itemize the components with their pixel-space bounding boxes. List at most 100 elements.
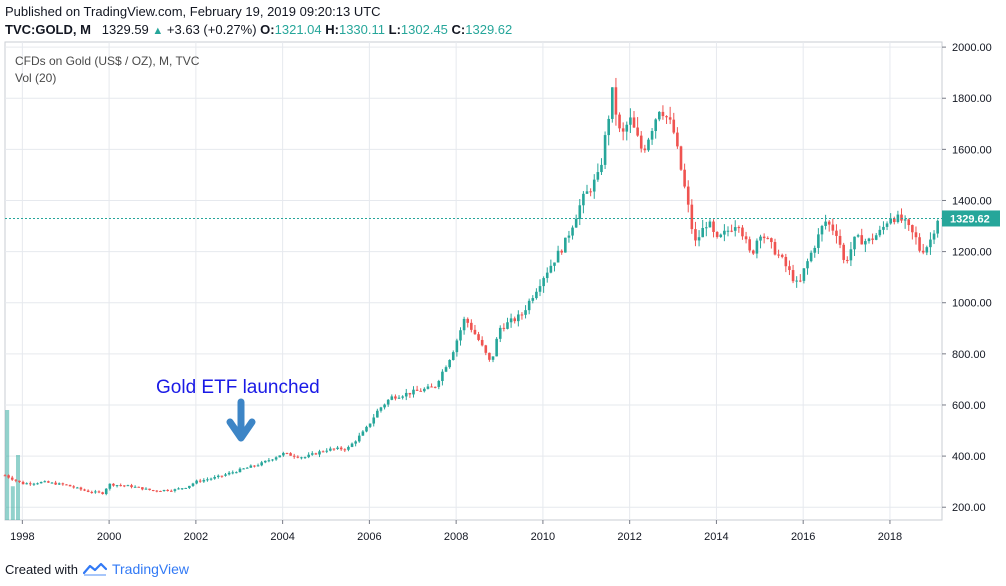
candle-body bbox=[914, 232, 918, 238]
candle-body bbox=[267, 460, 271, 462]
price-tick-label: 400.00 bbox=[952, 451, 986, 463]
time-tick-label: 2008 bbox=[444, 531, 468, 543]
candle-body bbox=[755, 240, 759, 254]
open-label: O: bbox=[260, 22, 275, 37]
candle-body bbox=[647, 139, 650, 151]
candle-body bbox=[564, 237, 567, 253]
candle-body bbox=[759, 236, 762, 241]
candle-body bbox=[473, 329, 477, 335]
candle-body bbox=[791, 270, 795, 282]
candle-body bbox=[477, 334, 480, 340]
candle-body bbox=[636, 127, 639, 136]
candle-body bbox=[470, 322, 473, 330]
candle-body bbox=[574, 218, 578, 228]
candle-body bbox=[748, 239, 751, 251]
candle-body bbox=[289, 453, 292, 456]
time-tick-label: 1998 bbox=[10, 531, 34, 543]
candle-body bbox=[191, 483, 195, 486]
candle-body bbox=[835, 230, 838, 236]
candle-body bbox=[907, 219, 911, 226]
price-tick-label: 1400.00 bbox=[952, 195, 992, 207]
candle-body bbox=[820, 225, 824, 235]
candle-body bbox=[444, 367, 448, 372]
candle-body bbox=[726, 230, 730, 232]
candle-body bbox=[524, 310, 527, 315]
candle-body bbox=[697, 237, 701, 241]
candle-body bbox=[451, 352, 455, 361]
candle-body bbox=[686, 186, 690, 205]
candle-body bbox=[668, 117, 672, 120]
candle-body bbox=[43, 481, 47, 483]
candle-body bbox=[679, 146, 683, 170]
candle-body bbox=[155, 490, 159, 492]
time-axis[interactable]: 1998 2000 2002 2004 2006 2008 2010 2012 2014 2016… bbox=[10, 520, 902, 543]
candle-body bbox=[310, 453, 314, 455]
candle-body bbox=[318, 451, 321, 455]
candle-body bbox=[520, 314, 524, 316]
candle-body bbox=[625, 124, 629, 132]
price-tick-label: 1800.00 bbox=[952, 93, 992, 105]
candle-body bbox=[798, 280, 802, 282]
candle-body bbox=[112, 483, 115, 486]
candle-body bbox=[701, 227, 704, 238]
candle-body bbox=[75, 487, 79, 489]
price-tick-label: 1600.00 bbox=[952, 144, 992, 156]
candle-body bbox=[849, 249, 853, 261]
plot-area[interactable] bbox=[4, 41, 943, 521]
candle-body bbox=[629, 117, 632, 125]
close-label: C: bbox=[451, 22, 466, 37]
candle-body bbox=[777, 254, 780, 256]
candle-body bbox=[209, 478, 213, 480]
candle-body bbox=[394, 396, 397, 399]
candle-body bbox=[715, 231, 719, 237]
open-value: 1321.04 bbox=[274, 22, 322, 37]
candle-body bbox=[480, 339, 484, 346]
candle-body bbox=[517, 314, 520, 322]
candle-body bbox=[180, 488, 184, 490]
candle-body bbox=[321, 451, 325, 453]
candle-body bbox=[885, 223, 889, 227]
candle-body bbox=[813, 247, 817, 253]
candle-body bbox=[719, 234, 723, 237]
candle-body bbox=[892, 218, 896, 223]
candle-body bbox=[509, 318, 513, 323]
tradingview-brand[interactable]: TradingView bbox=[111, 561, 190, 577]
candle-body bbox=[329, 448, 332, 451]
candle-body bbox=[838, 235, 842, 245]
candle-body bbox=[867, 238, 871, 242]
candle-body bbox=[231, 472, 235, 474]
candle-body bbox=[148, 488, 151, 491]
candle-body bbox=[325, 450, 329, 452]
candle-body bbox=[802, 268, 806, 281]
candle-body bbox=[683, 169, 686, 187]
last-price: 1329.59 bbox=[101, 22, 149, 37]
etf-annotation-text: Gold ETF launched bbox=[156, 377, 320, 398]
candle-body bbox=[130, 485, 133, 488]
price-axis[interactable]: 200.00 400.00 600.00 800.00 1000.00 1200.00 14… bbox=[942, 42, 992, 514]
candle-body bbox=[32, 483, 36, 485]
candle-body bbox=[339, 447, 343, 450]
candle-body bbox=[694, 229, 697, 241]
candle-body bbox=[824, 221, 827, 226]
candle-body bbox=[292, 455, 296, 457]
candle-body bbox=[433, 386, 437, 388]
candle-body bbox=[437, 381, 441, 387]
price-tick-label: 800.00 bbox=[952, 349, 986, 361]
candle-body bbox=[300, 457, 303, 459]
candle-body bbox=[216, 475, 220, 478]
candle-body bbox=[7, 475, 10, 478]
candle-body bbox=[3, 475, 7, 477]
candle-body bbox=[921, 250, 925, 253]
candle-body bbox=[762, 236, 766, 239]
candle-body bbox=[397, 397, 401, 399]
candle-body bbox=[296, 456, 300, 458]
candle-body bbox=[72, 486, 75, 488]
price-tick-label: 600.00 bbox=[952, 400, 986, 412]
time-tick-label: 2000 bbox=[97, 531, 121, 543]
low-value: 1302.45 bbox=[400, 22, 448, 37]
candle-body bbox=[195, 480, 198, 484]
candle-body bbox=[506, 322, 509, 329]
candle-body bbox=[379, 407, 383, 411]
candle-body bbox=[249, 465, 253, 468]
